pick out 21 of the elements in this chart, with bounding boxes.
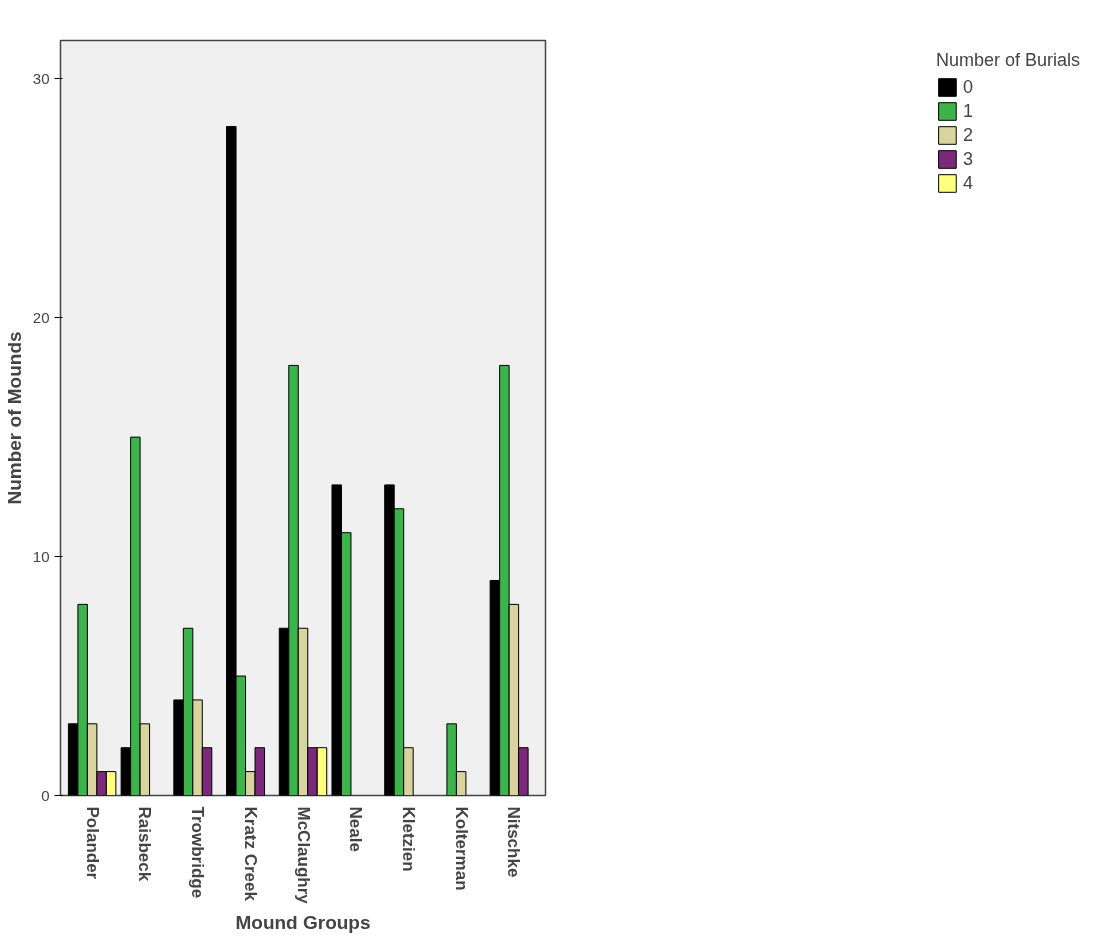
legend-title: Number of Burials bbox=[935, 50, 1080, 71]
y-tick-label: 20 bbox=[32, 308, 50, 326]
y-tick-label: 30 bbox=[32, 69, 50, 87]
x-tick-label: Nitschke bbox=[504, 806, 524, 878]
x-tick-label: Kletzien bbox=[398, 806, 418, 872]
legend-label: 2 bbox=[962, 124, 974, 146]
x-tick-label: Polander bbox=[82, 806, 102, 880]
y-axis-title: Number of Mounds bbox=[3, 331, 25, 505]
x-tick-label: Kolterman bbox=[451, 806, 471, 891]
legend-label: 0 bbox=[962, 76, 974, 98]
x-tick-label: Raisbeck bbox=[135, 806, 155, 882]
y-tick-label: 10 bbox=[32, 547, 50, 565]
x-tick-label: Kratz Creek bbox=[240, 806, 260, 902]
legend-label: 1 bbox=[962, 100, 974, 122]
x-axis-title: Mound Groups bbox=[235, 911, 371, 933]
x-tick-label: McClaughry bbox=[293, 806, 313, 905]
x-tick-label: Trowbridge bbox=[188, 806, 208, 899]
x-tick-label: Neale bbox=[346, 806, 366, 852]
legend-label: 3 bbox=[962, 148, 974, 170]
y-tick-label: 0 bbox=[41, 786, 50, 804]
legend-label: 4 bbox=[962, 172, 974, 194]
